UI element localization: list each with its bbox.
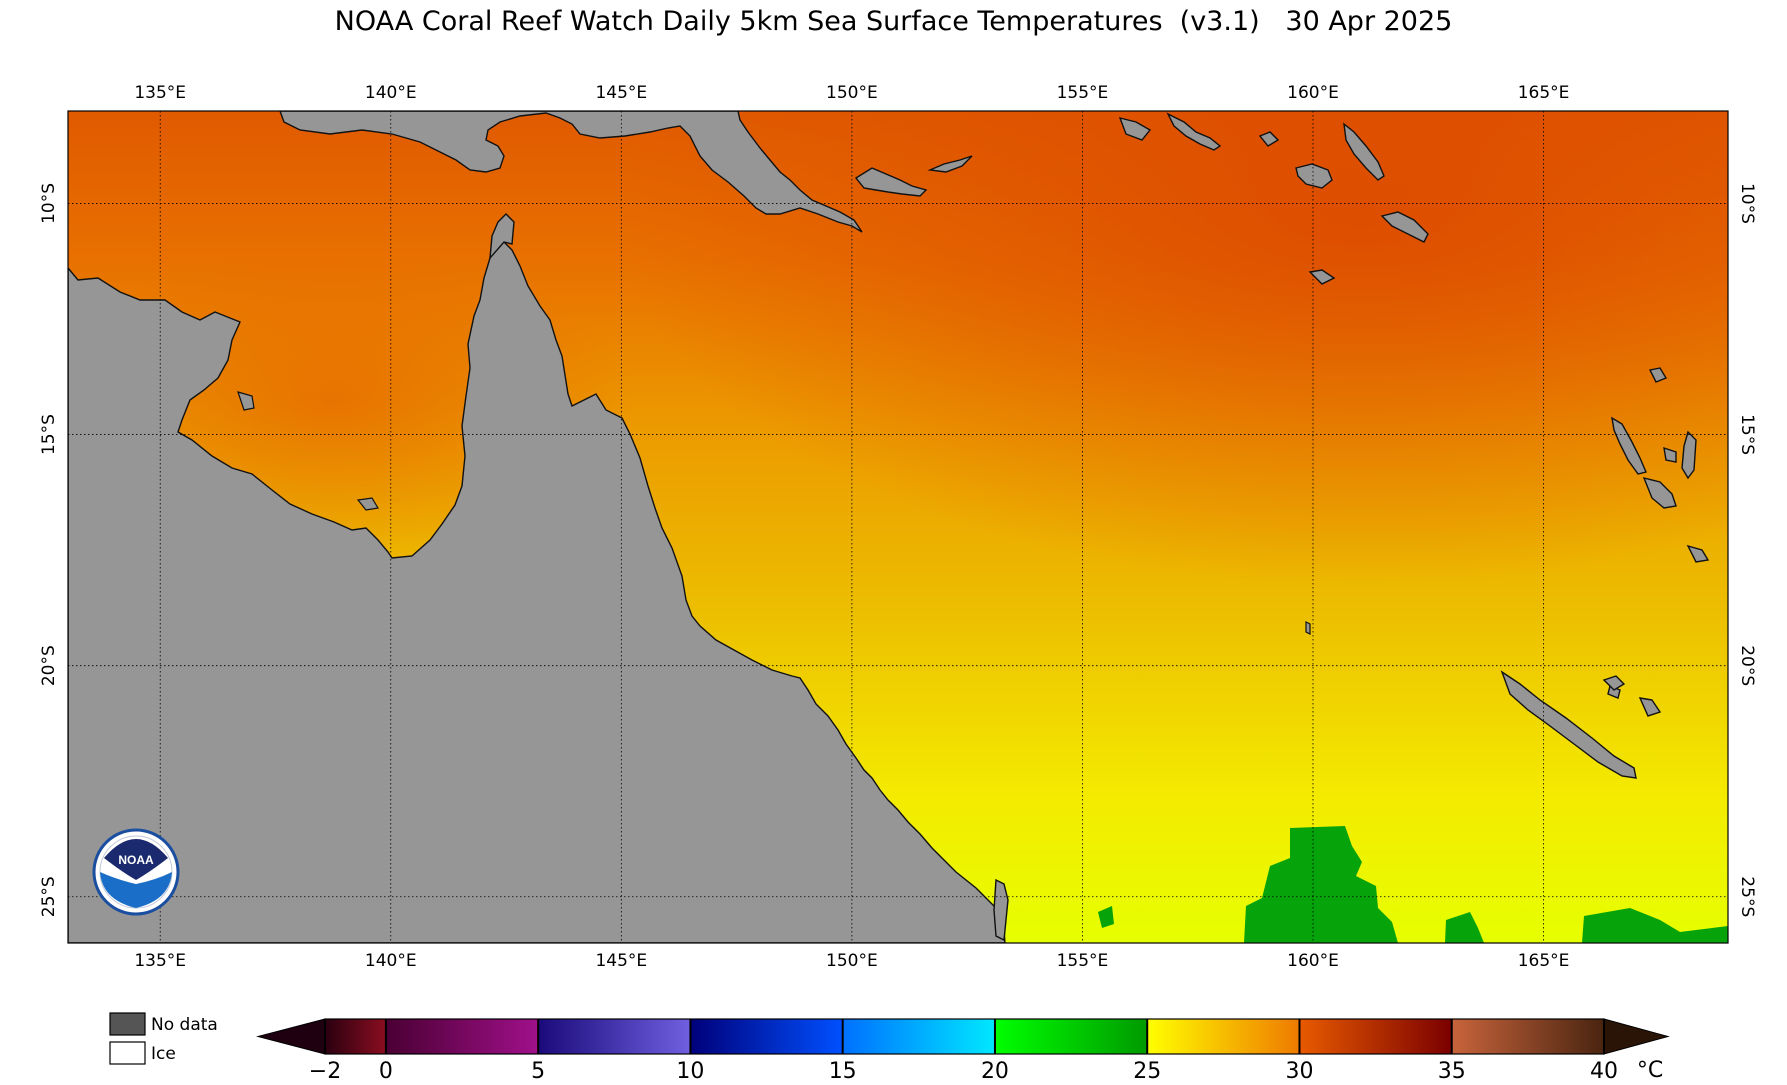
lat-tick-label-left: 20°S bbox=[39, 645, 59, 686]
colorbar-tick-label: 10 bbox=[676, 1059, 704, 1084]
colorbar-segment bbox=[842, 1019, 995, 1054]
torres-strait-island bbox=[237, 391, 255, 411]
cool-water-patch bbox=[1445, 912, 1484, 943]
colorbar-segment bbox=[538, 1019, 691, 1054]
lon-tick-label-top: 135°E bbox=[134, 83, 186, 103]
lon-tick-label-top: 150°E bbox=[826, 83, 878, 103]
vanuatu-island bbox=[1681, 430, 1697, 480]
solomon-island bbox=[1118, 116, 1152, 141]
solomon-island bbox=[1343, 122, 1385, 181]
map-frame bbox=[67, 110, 1729, 944]
cool-water-patch bbox=[1244, 826, 1398, 943]
colorbar-tick-label: 25 bbox=[1133, 1059, 1161, 1084]
colorbar-segment bbox=[1299, 1019, 1452, 1054]
colorbar-segment bbox=[1147, 1019, 1300, 1054]
new-guinea-land bbox=[279, 111, 863, 233]
graticule bbox=[68, 111, 1728, 943]
axis-labels: 135°E 135°E 140°E 140°E 145°E 145°E 150°E 150°E… bbox=[39, 83, 1757, 971]
lat-tick-label-left: 10°S bbox=[39, 183, 59, 224]
vanuatu-island bbox=[1611, 416, 1647, 475]
lon-tick-label-bottom: 140°E bbox=[365, 951, 417, 971]
lon-tick-label-bottom: 145°E bbox=[595, 951, 647, 971]
chesterfield-island bbox=[1602, 675, 1626, 691]
colorbar-tick-label: 20 bbox=[981, 1059, 1009, 1084]
colorbar-tick-label: 0 bbox=[379, 1059, 393, 1084]
vanuatu-island bbox=[1648, 367, 1668, 383]
colorbar-tick-label: 5 bbox=[531, 1059, 545, 1084]
loyalty-island bbox=[1638, 697, 1662, 717]
colorbar-segment bbox=[690, 1019, 843, 1054]
lon-tick-label-top: 165°E bbox=[1518, 83, 1570, 103]
map-legend: No data Ice bbox=[109, 1012, 218, 1065]
ice-label: Ice bbox=[151, 1044, 176, 1064]
colorbar-unit-label: °C bbox=[1637, 1058, 1663, 1083]
nodata-label: No data bbox=[151, 1015, 218, 1035]
colorbar-segment bbox=[994, 1019, 1148, 1054]
noaa-logo: NOAA bbox=[92, 828, 180, 916]
bougainville-island bbox=[1166, 112, 1222, 151]
lat-tick-label-right: 10°S bbox=[1737, 183, 1757, 224]
lat-tick-label-right: 20°S bbox=[1737, 645, 1757, 686]
colorbar-tick-label: 40 bbox=[1590, 1059, 1618, 1084]
lon-tick-label-top: 155°E bbox=[1057, 83, 1109, 103]
cool-water-patch bbox=[1582, 908, 1728, 943]
lon-tick-label-top: 140°E bbox=[365, 83, 417, 103]
cape-york-tip bbox=[489, 213, 515, 261]
colorbar-tick-label: 30 bbox=[1285, 1059, 1313, 1084]
lat-tick-label-right: 25°S bbox=[1737, 876, 1757, 917]
lon-tick-label-top: 145°E bbox=[595, 83, 647, 103]
lat-tick-label-left: 25°S bbox=[39, 876, 59, 917]
new-caledonia-island bbox=[1500, 670, 1637, 779]
new-ireland-island bbox=[927, 155, 973, 173]
lon-tick-label-bottom: 155°E bbox=[1057, 951, 1109, 971]
solomon-island bbox=[1308, 269, 1336, 285]
vanuatu-island bbox=[1663, 446, 1677, 463]
solomon-island bbox=[1258, 131, 1280, 147]
lon-tick-label-bottom: 150°E bbox=[826, 951, 878, 971]
lon-tick-label-top: 160°E bbox=[1287, 83, 1339, 103]
colorbar-tick-label: 15 bbox=[829, 1059, 857, 1084]
noaa-logo-text: NOAA bbox=[118, 853, 154, 867]
solomon-island bbox=[1380, 211, 1429, 243]
australia-land bbox=[68, 241, 1006, 943]
lon-tick-label-bottom: 160°E bbox=[1287, 951, 1339, 971]
colorbar-tick-label: 35 bbox=[1438, 1059, 1466, 1084]
lat-tick-label-left: 15°S bbox=[39, 414, 59, 455]
lat-tick-label-right: 15°S bbox=[1737, 414, 1757, 455]
new-britain-island bbox=[854, 167, 928, 197]
colorbar-tick-label: −2 bbox=[309, 1059, 341, 1084]
ice-swatch bbox=[109, 1041, 146, 1065]
fraser-island bbox=[993, 878, 1009, 942]
map-area bbox=[68, 111, 1728, 943]
vanuatu-island bbox=[1642, 476, 1677, 509]
colorbar-low-extend bbox=[256, 1018, 326, 1055]
lon-tick-label-bottom: 135°E bbox=[134, 951, 186, 971]
colorbar-segment bbox=[325, 1019, 386, 1054]
coral-sea-cay bbox=[1305, 621, 1311, 635]
colorbar-segment bbox=[1451, 1019, 1604, 1054]
solomon-island bbox=[1295, 163, 1333, 189]
torres-strait-island bbox=[356, 497, 379, 511]
colorbar-segment bbox=[385, 1019, 539, 1054]
cool-water-patch bbox=[1098, 906, 1114, 928]
colorbar: −2 0 5 10 15 20 25 30 35 40 °C bbox=[256, 1018, 1670, 1084]
vanuatu-island bbox=[1686, 544, 1710, 563]
colorbar-high-extend bbox=[1603, 1018, 1670, 1055]
map-title: NOAA Coral Reef Watch Daily 5km Sea Surf… bbox=[334, 6, 1453, 37]
lon-tick-label-bottom: 165°E bbox=[1518, 951, 1570, 971]
nodata-swatch bbox=[109, 1012, 146, 1036]
